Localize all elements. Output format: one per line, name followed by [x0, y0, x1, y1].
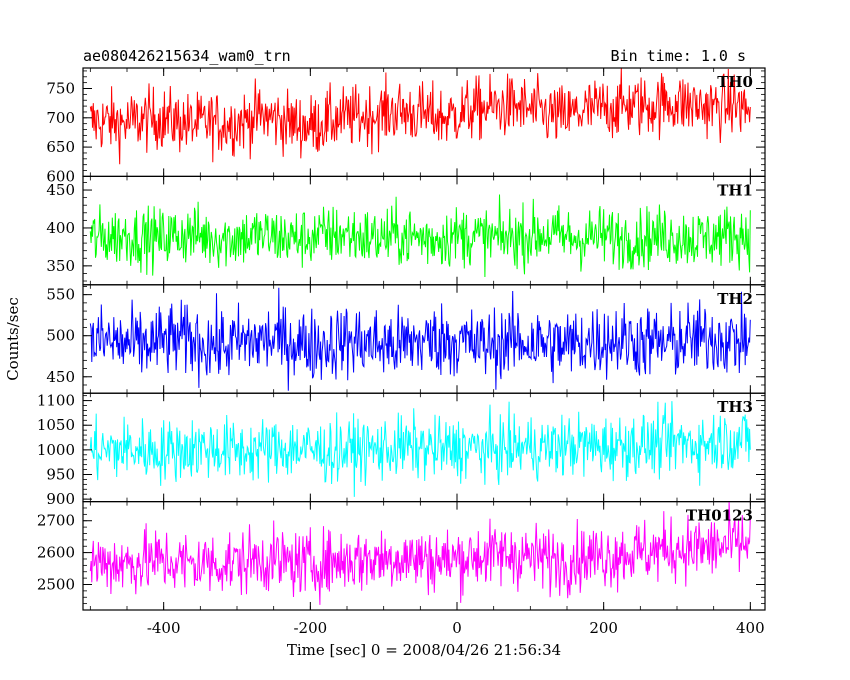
series-th2	[89, 287, 751, 391]
panel-th2: 450 500 550 TH2	[46, 284, 766, 394]
x-tick-label: 400	[736, 619, 765, 637]
y-tick-label: 450	[46, 368, 75, 386]
bin-time-label: Bin time: 1.0 s	[611, 47, 746, 65]
y-tick-label: 1050	[37, 416, 75, 434]
y-tick-label: 700	[46, 109, 75, 127]
panel-label: TH3	[717, 398, 753, 416]
series-th0	[89, 68, 751, 165]
y-tick-label: 1100	[37, 392, 75, 410]
x-axis-label: Time [sec] 0 = 2008/04/26 21:56:34	[287, 641, 561, 659]
y-tick-label: 650	[46, 138, 75, 156]
x-tick-label: 0	[452, 619, 462, 637]
x-axis: -400 -200 0 200 400	[147, 619, 765, 637]
y-tick-label: 550	[46, 286, 75, 304]
y-tick-label: 900	[46, 490, 75, 508]
y-tick-label: 350	[46, 257, 75, 275]
y-tick-label: 600	[46, 167, 75, 185]
panel-th0: 600 650 700 750 TH0	[46, 67, 766, 185]
panel-th1: 350 400 450 TH1	[46, 175, 766, 286]
y-tick-label: 1000	[37, 441, 75, 459]
y-tick-label: 2700	[37, 512, 75, 530]
x-tick-label: 200	[589, 619, 618, 637]
x-tick-label: -400	[147, 619, 181, 637]
y-tick-label: 2600	[37, 544, 75, 562]
panel-label: TH2	[717, 290, 753, 308]
series-th1	[89, 194, 751, 278]
panel-th0123: 2500 2600 2700 TH0123	[37, 501, 766, 611]
y-tick-label: 950	[46, 466, 75, 484]
series-th3	[89, 401, 751, 497]
panel-th3: 900 950 1000 1050 1100 TH3	[37, 392, 766, 508]
panel-frame	[82, 501, 766, 611]
panel-label: TH1	[717, 181, 753, 199]
x-tick-label: -200	[293, 619, 327, 637]
y-tick-label: 750	[46, 80, 75, 98]
y-tick-label: 450	[46, 181, 75, 199]
panel-label: TH0123	[686, 507, 753, 525]
series-th0123	[89, 501, 751, 605]
y-axis-label: Counts/sec	[4, 297, 22, 381]
panel-group: 600 650 700 750 TH0 350 400 450 TH1 450 500 550 TH2 9…	[37, 67, 766, 611]
chart-title: ae080426215634_wam0_trn	[83, 47, 291, 65]
y-tick-label: 2500	[37, 575, 75, 593]
y-tick-label: 500	[46, 327, 75, 345]
panel-label: TH0	[717, 73, 753, 91]
y-tick-label: 400	[46, 219, 75, 237]
